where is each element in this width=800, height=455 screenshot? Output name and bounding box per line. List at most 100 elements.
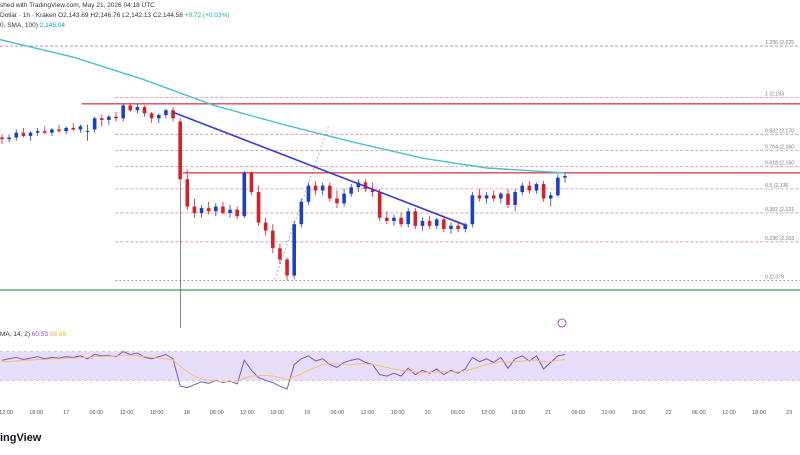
candle: [28, 131, 33, 141]
time-axis-layer: 12:00 18:00 17 06:00 12:00 18:00 18 06:00 12:00 1…: [0, 410, 792, 416]
rsi-ma-line: [2, 354, 566, 383]
candle: [556, 174, 560, 197]
candle-body: [242, 172, 247, 217]
candle: [171, 107, 175, 122]
candle-body: [50, 129, 54, 133]
candle-body: [556, 177, 560, 196]
candle: [228, 204, 232, 218]
candle-body: [85, 131, 90, 133]
sma-100-line: [0, 38, 565, 174]
candle: [199, 204, 204, 218]
rsi-legend-value: 60.53: [31, 331, 49, 338]
time-tick-15: 06:00: [451, 410, 465, 416]
time-tick-23: 06:00: [692, 410, 706, 416]
candle-body: [377, 192, 382, 218]
candle-body: [178, 121, 182, 180]
candle: [164, 108, 168, 119]
time-tick-6: 18: [184, 410, 190, 416]
candle: [128, 103, 133, 112]
candle: [135, 103, 140, 114]
horizontal-levels-layer: [0, 103, 800, 291]
candle-body: [71, 127, 76, 130]
fib-label-2: 0.832 (2,170: [765, 128, 794, 134]
candle-body: [171, 110, 175, 119]
candle-body: [114, 116, 118, 119]
fib-label-4: 0.618 (2,150: [765, 160, 794, 166]
sma-legend-value: 2,145.04: [39, 22, 66, 29]
candle: [78, 124, 83, 133]
candle-body: [356, 182, 361, 188]
candle-body: [42, 131, 47, 133]
rsi-legend: MA, 14, 2) 60.53 56.69: [0, 331, 66, 338]
time-tick-5: 18:00: [150, 410, 164, 416]
candle: [149, 111, 154, 124]
fib-label-0: 1.236 (2,225: [765, 40, 794, 46]
candle: [178, 118, 182, 183]
candle: [470, 192, 475, 228]
candle: [192, 198, 197, 218]
fib-label-5: 0.5 (2,136: [765, 183, 788, 189]
candle: [356, 179, 361, 193]
candle: [541, 180, 546, 202]
fib-label-8: 0 (2,079: [765, 274, 784, 280]
candle: [513, 188, 517, 212]
candle: [427, 216, 432, 229]
fib-label-1: 1 (2,193: [765, 91, 784, 97]
time-tick-8: 12:00: [240, 410, 254, 416]
candle-body: [306, 185, 311, 202]
candle: [442, 216, 446, 233]
candle-body: [263, 222, 268, 231]
candle-body: [199, 208, 204, 213]
time-tick-24: 12:00: [722, 410, 736, 416]
candle: [506, 188, 510, 209]
trend-line-layer: [172, 111, 468, 227]
candle-body: [149, 113, 154, 119]
candle-body: [185, 179, 190, 207]
alert-marker: [557, 318, 567, 328]
candle-body: [249, 172, 254, 193]
candle: [420, 217, 425, 231]
candle: [285, 257, 289, 281]
candle-body: [548, 195, 553, 199]
candle-body: [78, 126, 83, 130]
candle-body: [107, 116, 111, 120]
candle: [213, 203, 218, 217]
candle-body: [142, 107, 147, 114]
candle: [342, 188, 346, 207]
candle-body: [385, 217, 389, 221]
candle-body: [299, 201, 304, 225]
candle: [235, 206, 239, 220]
time-tick-0: 12:00: [0, 410, 13, 416]
candle: [156, 113, 161, 124]
time-tick-4: 12:00: [120, 410, 134, 416]
candle-body: [213, 206, 218, 212]
time-tick-3: 06:00: [89, 410, 103, 416]
candle-body: [420, 220, 425, 226]
candle: [14, 129, 19, 141]
candle-body: [541, 184, 546, 199]
candle-body: [370, 188, 375, 193]
candle-body: [285, 259, 289, 276]
candle: [349, 184, 354, 197]
candle-body: [527, 185, 532, 191]
time-tick-16: 12:00: [481, 410, 495, 416]
candle-body: [206, 208, 211, 212]
rsi-legend-label: MA, 14, 2): [0, 331, 30, 338]
candle-body: [477, 195, 482, 199]
candle-body: [342, 193, 346, 204]
candle: [392, 214, 396, 226]
candle-body: [271, 230, 275, 249]
candle-body: [156, 115, 161, 119]
tradingview-brand: ingView: [0, 432, 42, 444]
candle: [114, 111, 118, 122]
candle-body: [427, 220, 432, 226]
candle: [64, 126, 68, 135]
candle-body: [135, 107, 140, 111]
candle: [477, 188, 482, 202]
time-tick-19: 06:00: [571, 410, 585, 416]
candle: [563, 172, 567, 183]
candle: [256, 185, 261, 226]
candle-body: [221, 206, 225, 213]
